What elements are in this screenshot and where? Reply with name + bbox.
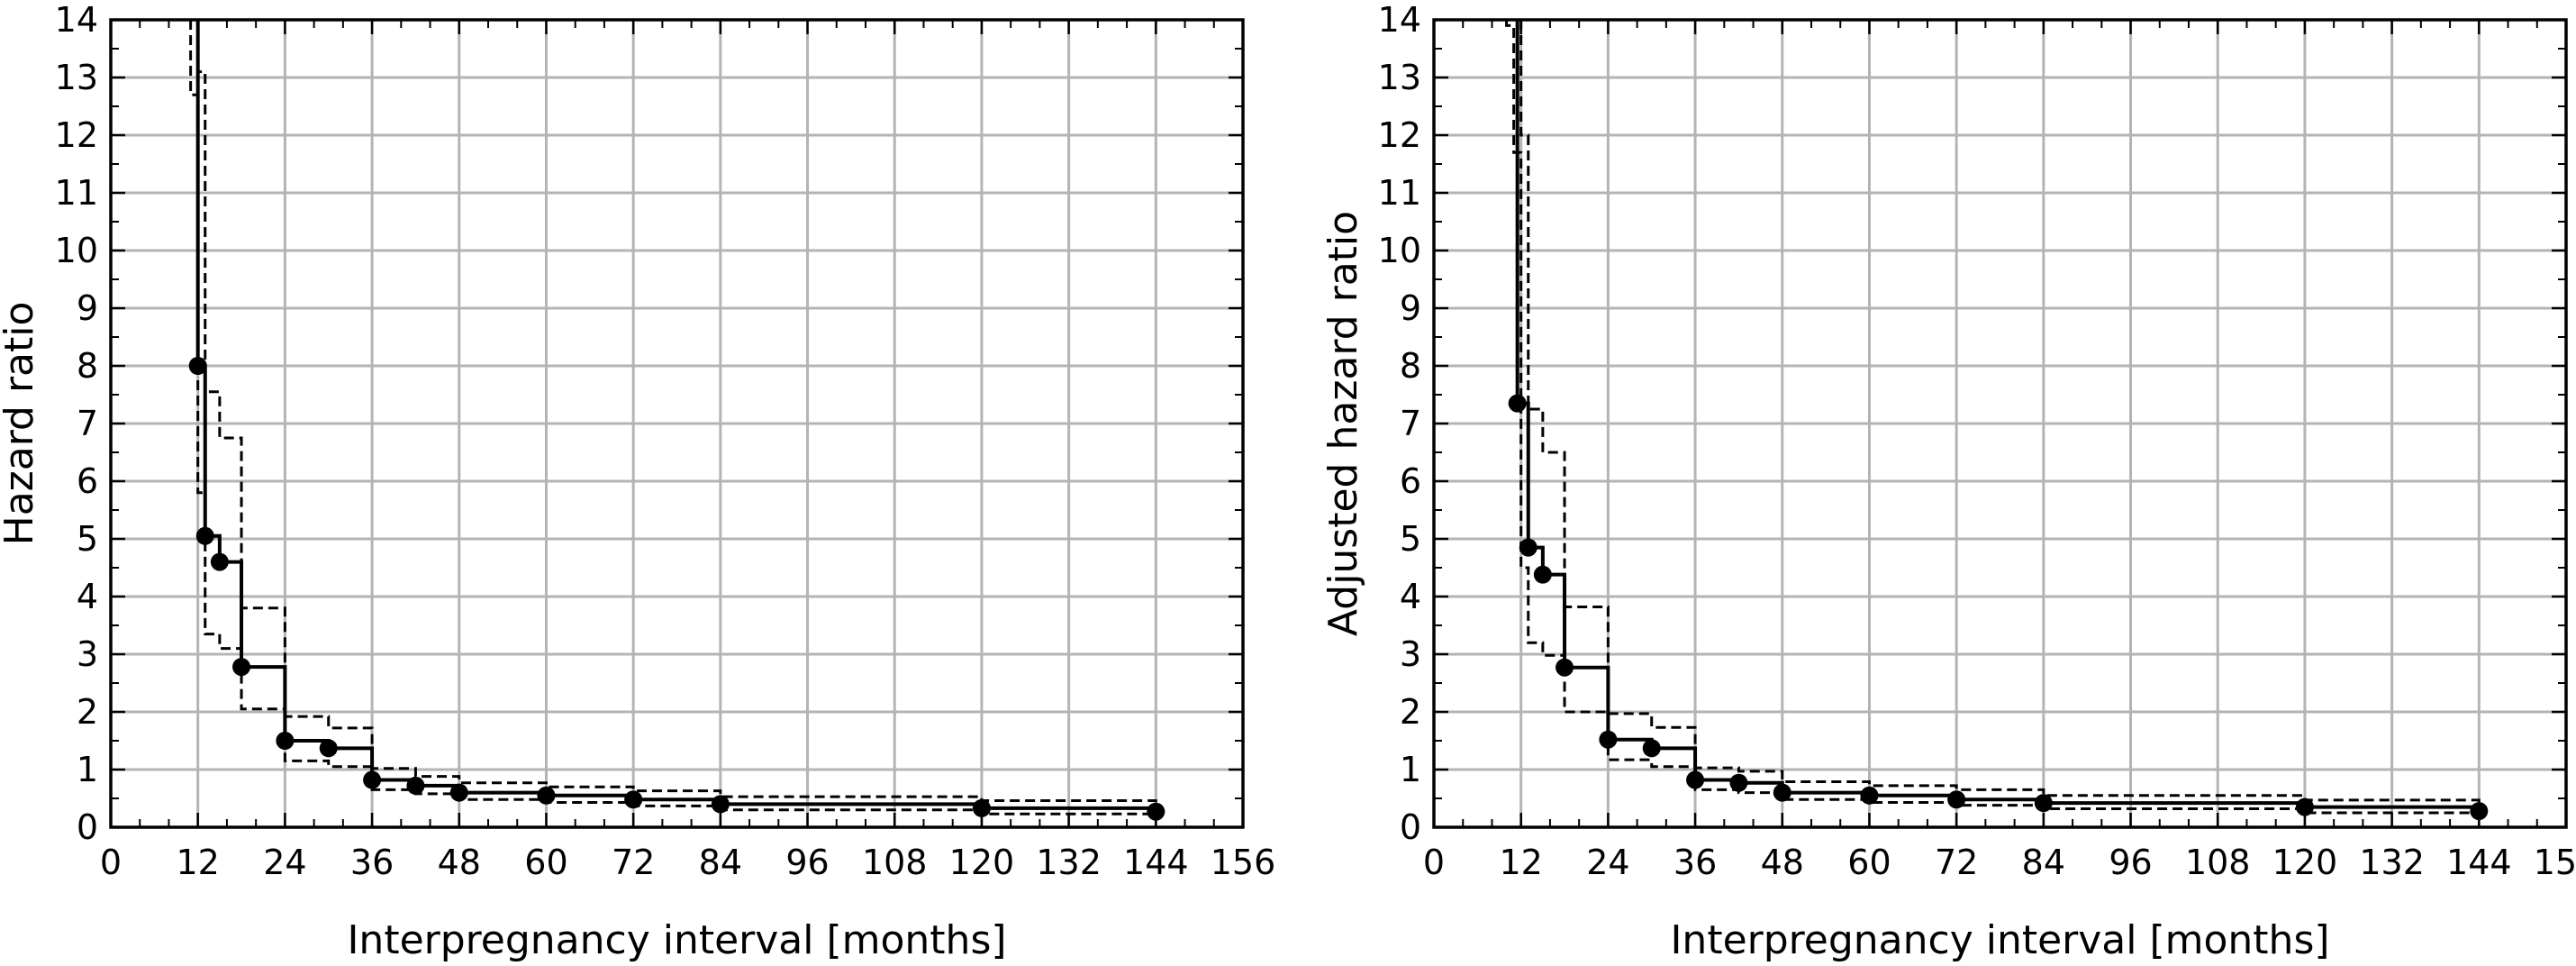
ci-line-upper [1519,20,2481,804]
data-point [1147,802,1166,821]
data-point [1519,538,1537,557]
y-tick-label: 7 [77,404,98,443]
y-tick-label: 0 [1400,807,1421,847]
y-tick-label: 10 [55,231,98,270]
y-tick-label: 14 [1378,0,1421,40]
ci-line-lower [1505,20,2481,816]
y-tick-label: 11 [1378,173,1421,213]
y-tick-label: 12 [55,115,98,155]
data-point [624,790,643,809]
x-tick-label: 0 [1423,843,1445,882]
x-tick-label: 120 [2272,843,2338,882]
data-point [319,739,338,758]
y-tick-label: 6 [1400,461,1421,501]
y-tick-label: 14 [55,0,98,40]
y-tick-label: 4 [1400,577,1421,616]
y-tick-label: 5 [1400,519,1421,559]
y-tick-label: 1 [77,750,98,789]
y-axis-label: Hazard ratio [0,302,42,546]
x-tick-label: 12 [177,843,220,882]
x-tick-label: 144 [2446,843,2512,882]
data-point [972,798,991,817]
x-tick-label: 144 [1123,843,1189,882]
x-tick-label: 12 [1500,843,1543,882]
data-point [1533,565,1552,584]
plot-frame [1432,18,2568,829]
data-point [1642,739,1661,758]
x-tick-label: 120 [949,843,1015,882]
x-tick-label: 72 [1935,843,1978,882]
x-tick-label: 84 [699,843,742,882]
y-tick-label: 3 [1400,634,1421,674]
y-tick-label: 4 [77,577,98,616]
series-group [188,20,1166,821]
data-point [1686,770,1705,789]
x-axis-label: Interpregnancy interval [months] [347,917,1006,962]
hazard-line [195,20,1158,812]
x-tick-label: 24 [263,843,306,882]
y-tick-label: 3 [77,634,98,674]
hazard-line [1515,20,2481,812]
x-tick-label: 96 [785,843,829,882]
x-tick-label: 108 [2185,843,2251,882]
y-axis-label: Adjusted hazard ratio [1320,211,1366,636]
chart-panel-2: 0122436486072849610812013214415601234567… [1320,0,2576,963]
x-tick-label: 132 [2359,843,2425,882]
x-tick-label: 0 [100,843,122,882]
y-tick-label: 2 [1400,692,1421,732]
y-tick-label: 5 [77,519,98,559]
data-point [537,786,556,805]
x-tick-label: 60 [1847,843,1891,882]
y-tick-label: 10 [1378,231,1421,270]
x-tick-label: 48 [438,843,481,882]
data-point [406,776,425,795]
x-tick-label: 36 [350,843,394,882]
ci-line-upper [196,20,1157,804]
x-tick-label: 84 [2022,843,2065,882]
y-tick-label: 13 [1378,58,1421,97]
y-tick-label: 1 [1400,750,1421,789]
data-point [2470,802,2489,821]
x-tick-label: 108 [862,843,928,882]
y-tick-label: 8 [1400,346,1421,386]
x-tick-label: 132 [1036,843,1102,882]
x-tick-label: 24 [1586,843,1629,882]
y-tick-label: 6 [77,461,98,501]
y-tick-label: 9 [77,288,98,328]
data-point [1508,394,1527,413]
x-tick-label: 156 [2534,843,2576,882]
y-tick-label: 11 [55,173,98,213]
y-tick-label: 7 [1400,404,1421,443]
data-point [2034,794,2053,813]
ci-line-lower [189,20,1157,818]
x-tick-label: 48 [1761,843,1804,882]
x-tick-label: 60 [524,843,567,882]
y-tick-label: 12 [1378,115,1421,155]
plot-frame [109,18,1245,829]
x-tick-label: 72 [612,843,655,882]
data-point [1947,790,1966,809]
x-tick-label: 156 [1211,843,1276,882]
x-tick-label: 36 [1673,843,1717,882]
y-tick-label: 0 [77,807,98,847]
x-tick-label: 96 [2109,843,2152,882]
y-tick-label: 8 [77,346,98,386]
data-point [210,552,229,571]
y-tick-label: 2 [77,692,98,732]
chart-panel-1: 0 12 24 36 48 60 72 84 96 108 120 132 144 15601234567… [0,0,1276,963]
series-group [1505,20,2489,821]
data-point [1729,773,1748,792]
y-tick-label: 13 [55,58,98,97]
x-axis-label: Interpregnancy interval [months] [1670,917,2329,962]
y-tick-label: 9 [1400,288,1421,328]
